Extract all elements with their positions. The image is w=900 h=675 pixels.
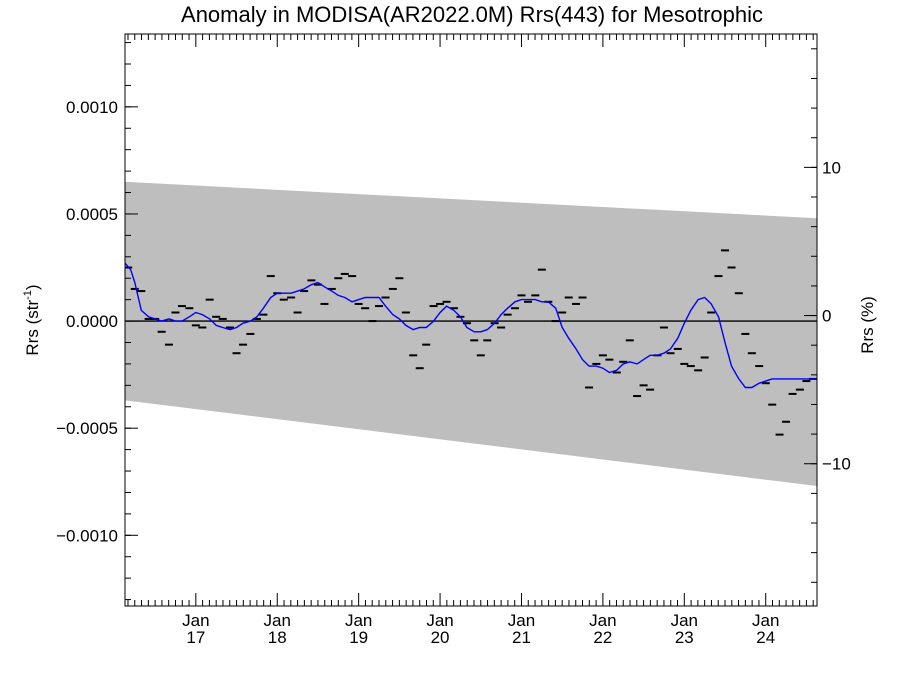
x-tick-label-year: 18 xyxy=(268,628,287,647)
x-tick-label-month: Jan xyxy=(264,611,291,630)
x-tick-label-year: 20 xyxy=(431,628,450,647)
x-tick-label-month: Jan xyxy=(671,611,698,630)
x-tick-label-month: Jan xyxy=(345,611,372,630)
y2-tick-label: −10 xyxy=(822,455,851,474)
plot-frame xyxy=(124,33,818,607)
uncertainty-band xyxy=(125,181,817,487)
x-tick-label-month: Jan xyxy=(752,611,779,630)
y-tick-label: 0.0000 xyxy=(66,312,118,331)
x-tick-label-year: 21 xyxy=(512,628,531,647)
x-tick-label-month: Jan xyxy=(589,611,616,630)
x-tick-label-month: Jan xyxy=(426,611,453,630)
chart-title: Anomaly in MODISA(AR2022.0M) Rrs(443) fo… xyxy=(181,2,763,27)
x-tick-label-year: 22 xyxy=(593,628,612,647)
x-tick-label-year: 23 xyxy=(675,628,694,647)
smoothed-anomaly-line xyxy=(125,262,817,389)
plot-inner xyxy=(125,181,817,487)
y-tick-label: 0.0010 xyxy=(66,98,118,117)
x-tick-label-month: Jan xyxy=(508,611,535,630)
x-tick-label-year: 17 xyxy=(186,628,205,647)
axes: 0.0010 0.0005 0.0000 −0.0005 −0.0010 10 0 −10 Ja… xyxy=(56,33,851,647)
y2-tick-label: 0 xyxy=(822,307,831,326)
x-tick-label-year: 19 xyxy=(349,628,368,647)
y2-axis-title: Rrs (%) xyxy=(858,296,877,354)
x-tick-label-year: 24 xyxy=(756,628,775,647)
y-axis-title: Rrs (str-1) xyxy=(22,284,42,355)
y-tick-label: −0.0005 xyxy=(56,419,118,438)
y-tick-label: 0.0005 xyxy=(66,205,118,224)
y-tick-label: −0.0010 xyxy=(56,526,118,545)
y2-tick-label: 10 xyxy=(822,158,841,177)
x-tick-label-month: Jan xyxy=(182,611,209,630)
plot-area xyxy=(125,181,817,487)
